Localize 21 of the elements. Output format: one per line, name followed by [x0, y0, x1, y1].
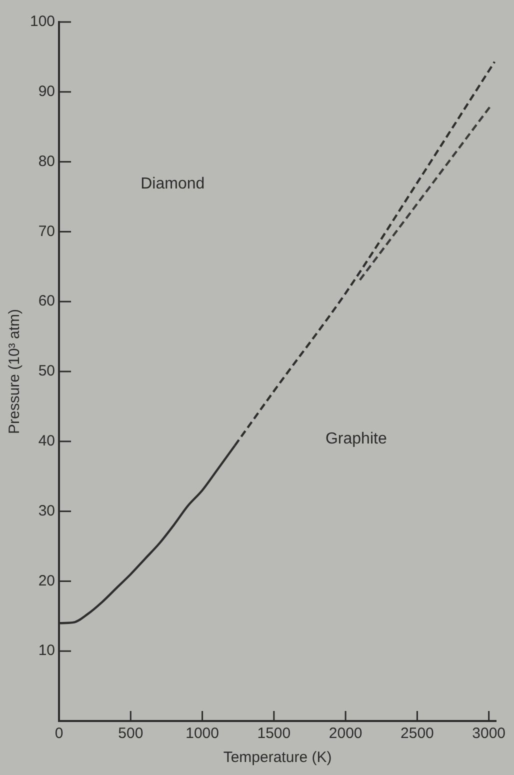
x-tick-label: 3000 — [472, 725, 506, 742]
y-axis-title: Pressure (10³ atm) — [6, 308, 24, 434]
y-tick-label: 60 — [38, 292, 56, 310]
y-tick-label: 50 — [38, 362, 56, 380]
annotation: Graphite — [325, 430, 387, 448]
y-tick-label: 90 — [38, 83, 56, 100]
x-tick-label: 500 — [118, 725, 144, 742]
x-tick-label: 0 — [54, 725, 64, 742]
y-tick-label: 100 — [30, 13, 56, 30]
x-tick-label: 2500 — [400, 725, 434, 742]
y-tick-label: 10 — [38, 642, 56, 660]
y-tick-label: 20 — [38, 572, 56, 590]
x-axis-title: Temperature (K) — [223, 749, 332, 766]
y-tick-label: 80 — [38, 152, 56, 170]
y-tick-label: 30 — [38, 502, 56, 520]
x-tick-label: 2000 — [328, 725, 362, 742]
x-tick-label: 1000 — [186, 725, 219, 742]
y-tick-label: 70 — [38, 222, 56, 240]
x-tick-label: 1500 — [257, 725, 291, 742]
y-tick-label: 40 — [38, 432, 56, 450]
annotation: Diamond — [140, 176, 205, 193]
